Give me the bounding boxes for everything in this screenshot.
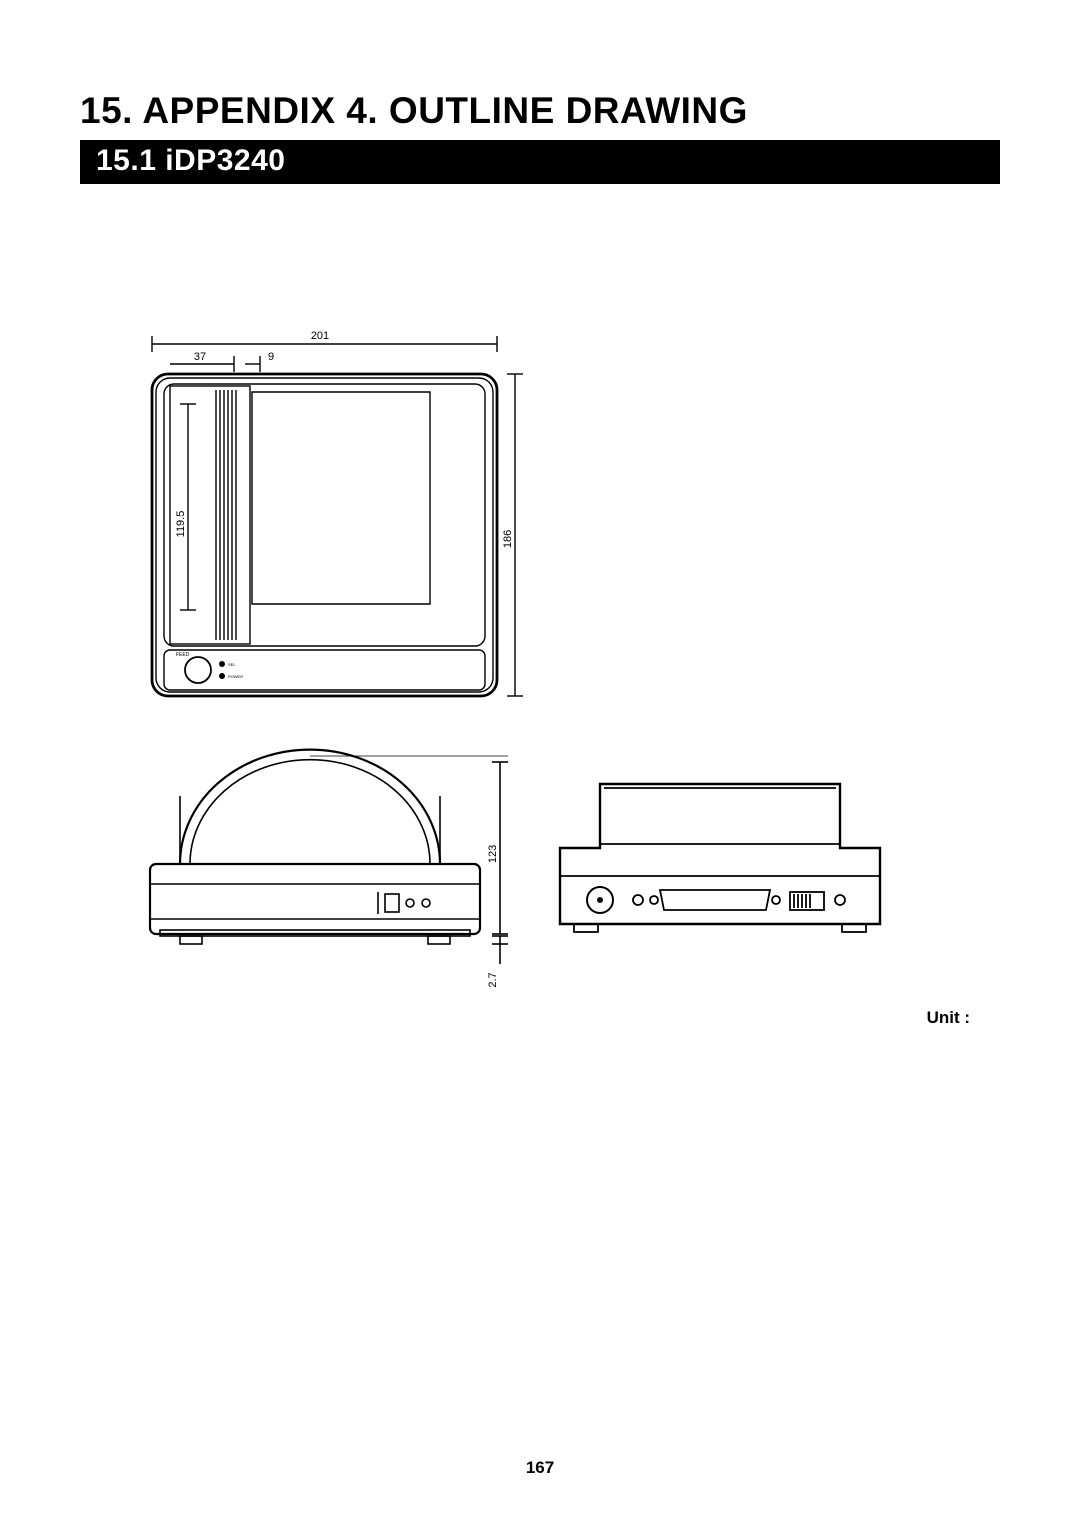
sel-label: SEL: [228, 662, 236, 667]
dim-201: 201: [311, 330, 329, 342]
main-heading: 15. APPENDIX 4. OUTLINE DRAWING: [80, 90, 1000, 132]
power-label: POWER: [228, 674, 243, 679]
dim-186: 186: [502, 530, 514, 548]
side-view-drawing: 123 2.7: [120, 744, 520, 1004]
outline-drawings: 201 37 9: [80, 324, 1000, 1104]
dim-2-7: 2.7: [487, 972, 499, 987]
sub-heading: 15.1 iDP3240: [80, 140, 1000, 184]
page-number: 167: [0, 1458, 1080, 1478]
dim-9: 9: [268, 351, 274, 363]
rear-view-drawing: [540, 764, 900, 984]
dim-37: 37: [194, 351, 206, 363]
dim-123: 123: [487, 845, 499, 863]
unit-label: Unit :: [927, 1008, 970, 1028]
feed-label: FEED: [176, 652, 190, 658]
dim-119-5: 119.5: [175, 511, 187, 538]
top-view-drawing: 201 37 9: [120, 324, 540, 724]
